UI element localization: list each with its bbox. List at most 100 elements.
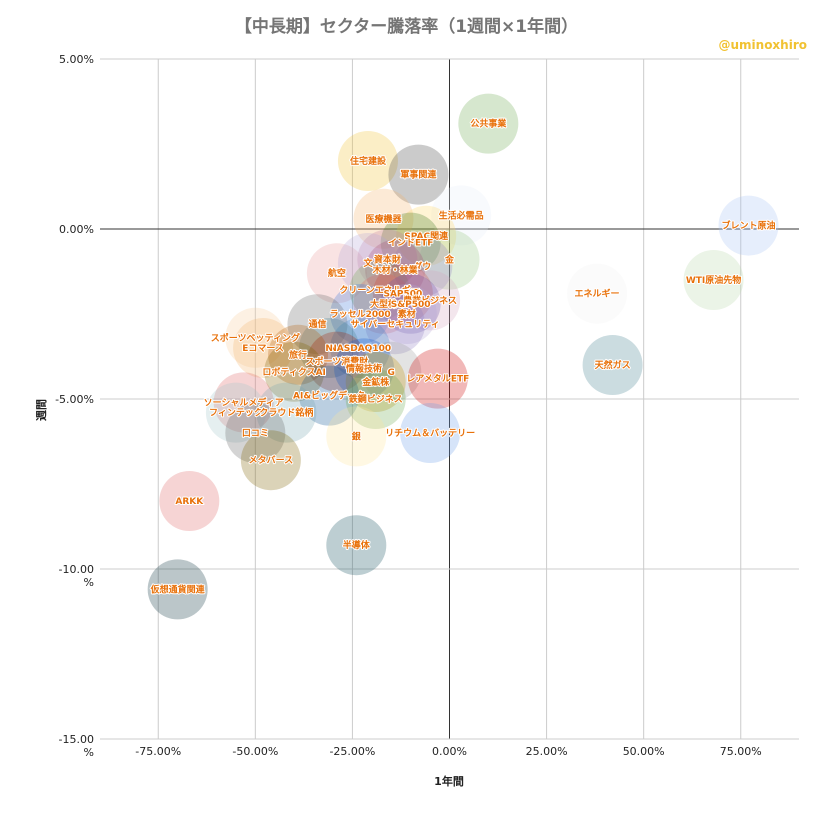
data-point-bubble[interactable] [299, 318, 360, 378]
data-point-label: クリーンエネルギー [339, 284, 420, 296]
data-point-label: サイバーセキュリティ [350, 319, 439, 330]
data-point-bubble[interactable] [337, 131, 398, 191]
data-point-label: 資本財 [374, 254, 401, 266]
data-point-label: 鉄鋼ビジネス [349, 393, 403, 405]
data-point-bubble[interactable] [683, 250, 744, 310]
data-point-bubble[interactable] [372, 263, 433, 324]
data-point-bubble[interactable] [357, 229, 418, 290]
data-point-label: スポーツベッティング [211, 332, 300, 344]
data-point-bubble[interactable] [400, 270, 461, 331]
x-tick-label: 25.00% [526, 745, 568, 758]
data-point-label: 口コミ [242, 428, 269, 439]
grid-lines [100, 58, 799, 740]
x-axis-title: 1年間 [434, 774, 464, 788]
data-point-label: 銀 [352, 430, 361, 442]
data-point-label: 仮想通貨関連 [150, 583, 206, 595]
x-tick-label: -50.00% [232, 745, 278, 758]
data-point-label: 素材 [398, 308, 416, 320]
y-axis-title: 週間 [34, 399, 48, 421]
data-point-bubble[interactable] [345, 352, 406, 412]
data-point-bubble[interactable] [256, 382, 317, 443]
data-point-label: リチウム＆バッテリー [385, 428, 475, 439]
data-point-bubble[interactable] [147, 559, 208, 620]
data-point-bubble[interactable] [365, 294, 426, 355]
x-tick-label: -75.00% [135, 745, 181, 758]
data-point-bubble[interactable] [205, 382, 266, 443]
data-point-label: 木材・林業 [372, 264, 419, 276]
data-point-bubble[interactable] [213, 372, 274, 433]
data-point-label: ブレント原油 [722, 220, 776, 232]
x-tick-label: -25.00% [329, 745, 375, 758]
data-point-label: エネルギー [575, 288, 620, 300]
data-point-label: ARKK [175, 497, 204, 507]
data-point-label: ラッセル2000 [330, 309, 391, 320]
data-point-bubble[interactable] [396, 205, 457, 266]
data-point-label: 住宅建設 [350, 155, 387, 167]
bubbles [147, 93, 779, 620]
y-tick-label: 0.00% [59, 223, 94, 236]
data-point-bubble[interactable] [380, 273, 441, 334]
data-point-bubble[interactable] [400, 403, 461, 463]
data-point-bubble[interactable] [334, 338, 395, 399]
data-point-label: メタバース [249, 454, 294, 466]
data-point-bubble[interactable] [326, 406, 387, 467]
data-point-label: G [388, 368, 395, 378]
data-point-bubble[interactable] [361, 341, 422, 402]
y-tick-label: 5.00% [59, 53, 94, 66]
axis-ticks: -75.00% -50.00% -25.00% 0.00% 25.00% 50.00% 75… [55, 53, 762, 759]
data-point-bubble[interactable] [388, 144, 449, 205]
y-tick-label: -15.00% [59, 733, 94, 759]
data-point-bubble[interactable] [264, 341, 325, 402]
data-point-bubble[interactable] [380, 212, 441, 273]
data-point-label: ダウ [413, 260, 431, 272]
data-point-bubble[interactable] [299, 365, 360, 426]
data-point-bubble[interactable] [240, 430, 301, 491]
data-point-bubble[interactable] [330, 318, 391, 378]
data-point-label: NASDAQ100 [329, 344, 391, 354]
data-point-label: 農業ビジネス [403, 294, 457, 306]
data-point-bubble[interactable] [431, 185, 492, 246]
data-point-label: 大型株 [370, 298, 398, 310]
data-point-label: 旅行 [289, 349, 307, 361]
x-tick-label: 75.00% [720, 745, 762, 758]
data-point-bubble[interactable] [376, 284, 437, 344]
data-point-bubble[interactable] [349, 260, 410, 321]
data-point-label: Eコマース [242, 343, 284, 354]
data-point-bubble[interactable] [365, 239, 426, 300]
data-point-label: AI&ビッグデータ [293, 390, 365, 402]
data-point-bubble[interactable] [233, 318, 294, 378]
data-point-bubble[interactable] [330, 284, 391, 344]
data-point-bubble[interactable] [353, 188, 414, 249]
data-point-bubble[interactable] [306, 331, 367, 392]
data-point-label: S&P500 [391, 300, 431, 310]
data-point-label: 軍事関連 [400, 169, 437, 181]
data-point-label: 半導体 [343, 539, 371, 551]
data-point-bubble[interactable] [287, 294, 348, 355]
data-point-label: 文 [362, 257, 373, 269]
data-point-bubble[interactable] [718, 195, 779, 256]
data-point-label: 航空 [328, 267, 346, 279]
data-point-bubble[interactable] [225, 403, 286, 463]
chart-title: 【中長期】セクター騰落率（1週間×1年間） [234, 17, 579, 37]
data-point-bubble[interactable] [582, 335, 643, 395]
data-point-bubble[interactable] [458, 93, 519, 154]
data-point-bubble[interactable] [392, 236, 453, 297]
data-point-bubble[interactable] [159, 471, 220, 531]
data-point-bubble[interactable] [419, 229, 480, 290]
data-point-bubble[interactable] [345, 369, 406, 429]
y-tick-label: -10.00% [59, 563, 94, 589]
data-point-bubble[interactable] [337, 233, 398, 293]
data-point-bubble[interactable] [306, 243, 367, 304]
data-point-bubble[interactable] [268, 324, 329, 385]
data-point-bubble[interactable] [225, 307, 286, 368]
data-point-label: 情報技術 [345, 362, 382, 374]
data-point-bubble[interactable] [567, 263, 628, 324]
data-point-label: スポーツ消費財 [305, 356, 368, 368]
data-point-label: SAP500 [383, 290, 422, 300]
data-point-bubble[interactable] [326, 515, 387, 576]
data-point-label: 生活必需品 [439, 209, 484, 221]
data-point-bubble[interactable] [353, 273, 414, 334]
data-point-bubble[interactable] [407, 348, 468, 409]
x-tick-label: 50.00% [623, 745, 665, 758]
